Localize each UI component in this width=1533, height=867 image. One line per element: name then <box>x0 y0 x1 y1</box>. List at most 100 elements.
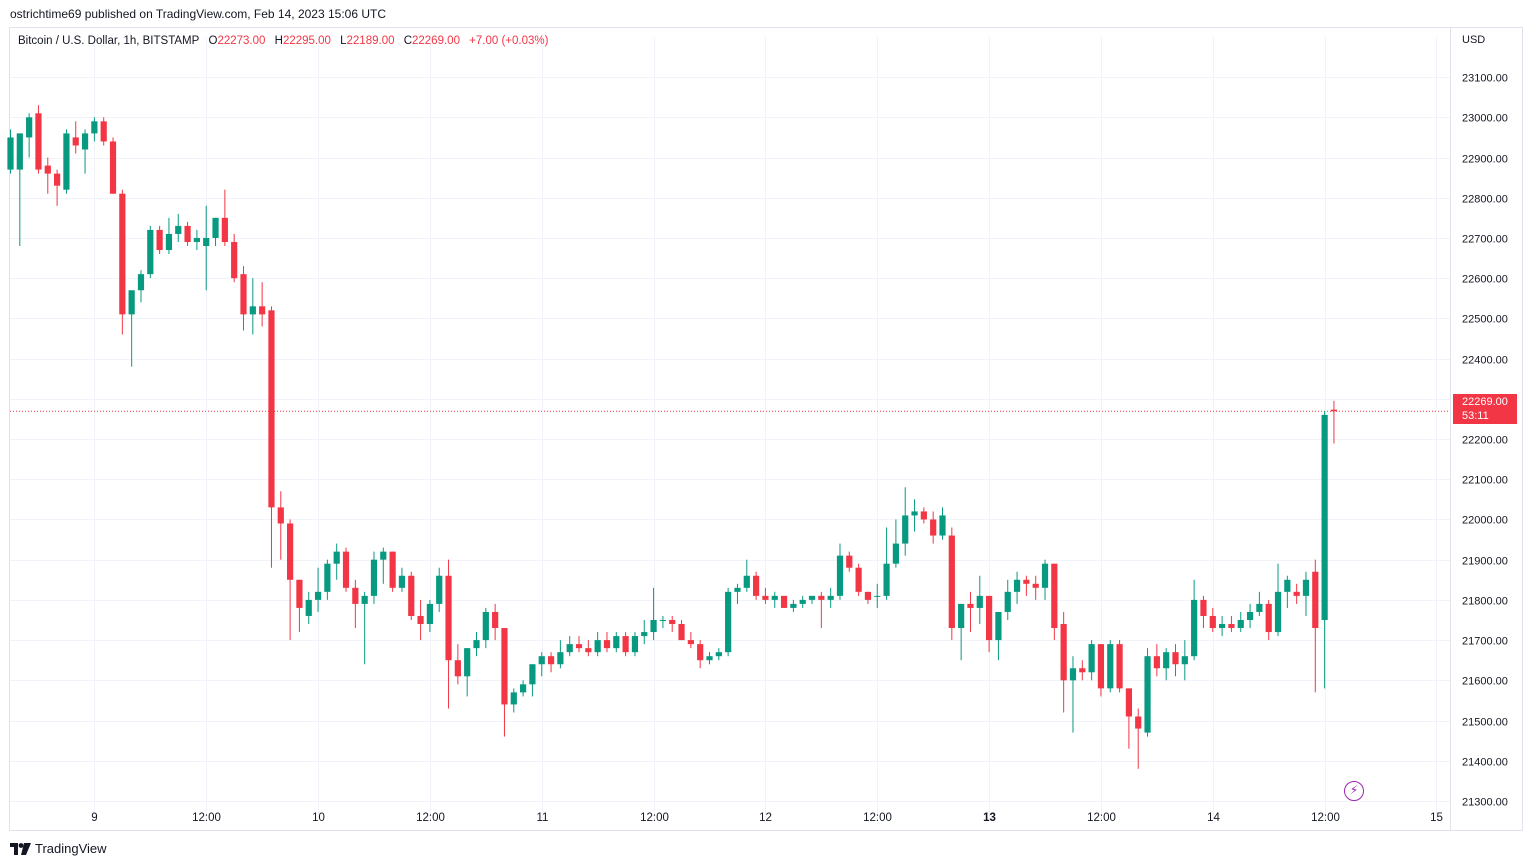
candle-body <box>659 619 666 621</box>
candle-up <box>725 587 732 657</box>
candle-down <box>156 225 163 255</box>
candle-down <box>352 579 359 629</box>
candle-body <box>1004 591 1011 612</box>
candle-up <box>892 519 899 568</box>
candle-up <box>464 648 471 697</box>
currency-label[interactable]: USD <box>1462 34 1486 46</box>
candle-body <box>249 306 256 315</box>
candle-up <box>1321 410 1328 689</box>
candle-down <box>342 547 350 592</box>
candle-body <box>566 644 573 653</box>
candle-body <box>1237 619 1244 629</box>
candle-up <box>594 632 601 657</box>
candle-up <box>249 278 256 335</box>
candle-up <box>436 567 443 612</box>
candle-up <box>398 567 406 592</box>
y-tick-label: 22500.00 <box>1462 314 1508 326</box>
candle-down <box>986 595 993 653</box>
y-tick-label: 22700.00 <box>1462 234 1508 246</box>
candle-up <box>734 583 741 604</box>
candle-up <box>958 603 965 661</box>
candle-up <box>1041 559 1049 600</box>
candle-body <box>1256 603 1263 612</box>
candle-down <box>948 527 955 641</box>
candle-down <box>1153 644 1160 677</box>
candle-up <box>911 499 918 532</box>
candle-up <box>883 527 890 600</box>
candle-body <box>26 117 33 138</box>
candle-body <box>7 137 14 170</box>
candle-up <box>836 543 844 600</box>
x-tick-label: 15 <box>1430 812 1443 824</box>
candle-down <box>184 221 191 247</box>
candle-body <box>212 217 219 238</box>
candle-body <box>16 133 23 170</box>
candle-body <box>967 603 974 608</box>
candle-body <box>1200 599 1207 616</box>
candle-up <box>1284 575 1291 608</box>
y-tick-label: 21600.00 <box>1462 676 1508 688</box>
candle-down <box>1023 575 1030 596</box>
candle-body <box>920 511 927 520</box>
bar-countdown: 53:11 <box>1462 410 1489 422</box>
candle-body <box>277 507 284 524</box>
x-tick-label: 12:00 <box>1087 812 1116 824</box>
candle-body <box>902 515 909 544</box>
candle-up <box>874 583 881 608</box>
y-tick-label: 22000.00 <box>1462 515 1508 527</box>
candle-up <box>1191 579 1198 661</box>
tradingview-logo[interactable]: TradingView <box>10 841 107 856</box>
candle-down <box>762 587 769 604</box>
candle-body <box>482 611 489 641</box>
candle-down <box>1228 615 1235 633</box>
candle-down <box>119 189 126 335</box>
candle-body <box>669 619 676 625</box>
price-axis: 21300.00 21400.00 21500.00 21600.00 21700.00… <box>1462 73 1508 809</box>
candle-up <box>473 632 480 657</box>
candle-body <box>697 644 704 661</box>
candle-down <box>287 519 294 641</box>
candle-up <box>128 290 135 367</box>
candle-body <box>538 656 545 665</box>
candle-up <box>631 632 639 657</box>
candle-body <box>883 563 890 596</box>
candle-body <box>156 229 163 251</box>
candle-up <box>91 117 98 142</box>
x-tick-label: 12:00 <box>863 812 892 824</box>
candle-body <box>818 595 825 600</box>
candle-body <box>808 595 816 600</box>
lightning-icon[interactable]: ⚡ <box>1344 781 1364 801</box>
candle-body <box>1041 563 1049 588</box>
candle-down <box>697 640 704 669</box>
x-tick-label: 12:00 <box>192 812 221 824</box>
y-tick-label: 21700.00 <box>1462 636 1508 648</box>
x-tick-label: 14 <box>1207 812 1220 824</box>
candle-body <box>268 310 275 508</box>
candle-body <box>1219 624 1226 629</box>
candle-down <box>1079 660 1086 681</box>
y-tick-label: 23000.00 <box>1462 113 1508 125</box>
candle-down <box>687 632 694 649</box>
candle-up <box>63 129 70 194</box>
candle-up <box>175 213 182 242</box>
candle-body <box>128 290 135 315</box>
candle-body <box>1079 668 1086 673</box>
x-tick-label: 12:00 <box>640 812 669 824</box>
candle-down <box>1116 640 1123 693</box>
candle-body <box>35 113 42 170</box>
candle-body <box>63 133 70 190</box>
candle-up <box>193 229 200 251</box>
close-label: C <box>403 35 412 47</box>
candle-up <box>659 615 666 629</box>
candle-body <box>1246 611 1254 620</box>
candle-body <box>1032 583 1039 588</box>
candle-body <box>54 173 61 186</box>
candle-body <box>510 692 517 705</box>
candle-body <box>715 652 722 657</box>
candle-up <box>976 575 983 625</box>
symbol-label: Bitcoin / U.S. Dollar, 1h, BITSTAMP <box>18 35 200 47</box>
candle-body <box>221 217 228 242</box>
candle-body <box>370 559 378 596</box>
candle-body <box>939 515 946 536</box>
